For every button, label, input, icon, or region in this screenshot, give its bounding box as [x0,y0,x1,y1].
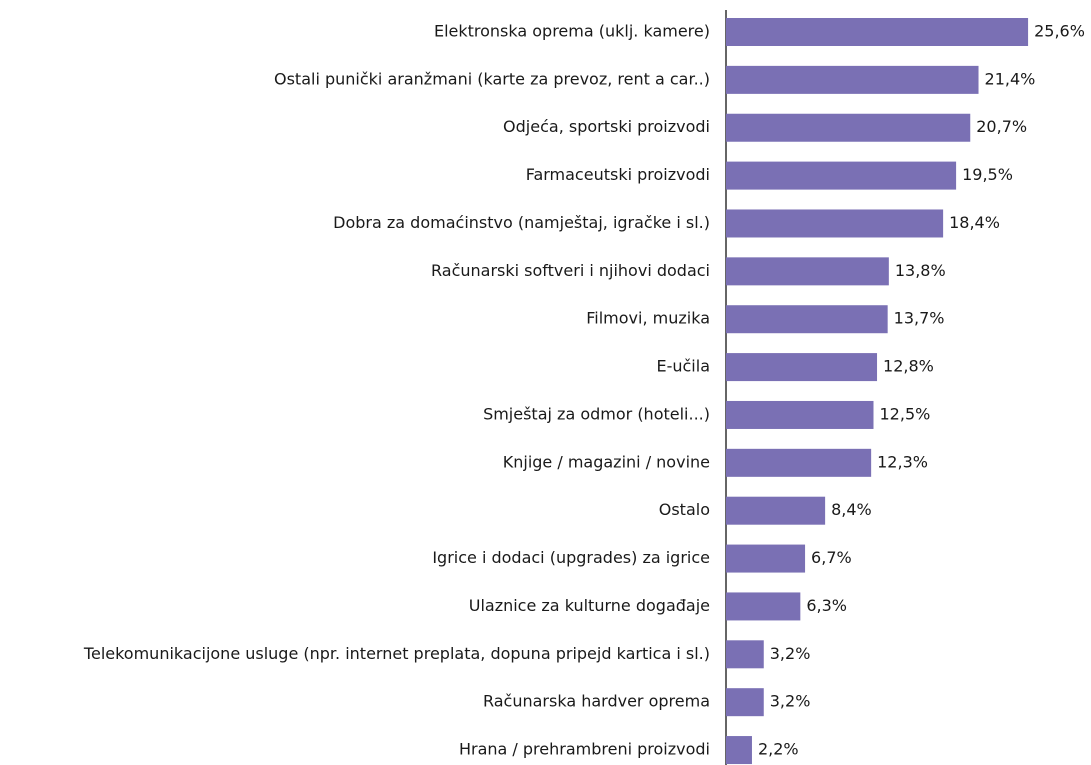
category-label: Hrana / prehrambreni proizvodi [459,740,710,759]
category-label: Telekomunikacijone usluge (npr. internet… [83,644,710,663]
value-label: 13,7% [894,309,945,328]
value-label: 6,3% [806,596,847,615]
value-label: 21,4% [985,69,1036,88]
bar [726,65,979,94]
bar [726,113,971,142]
bar [726,353,878,382]
bar [726,305,888,334]
value-label: 25,6% [1034,22,1085,41]
value-label: 12,8% [883,357,934,376]
category-label: Knjige / magazini / novine [503,452,710,471]
bar [726,400,874,429]
value-label: 12,5% [880,404,931,423]
bar [726,257,889,286]
value-label: 19,5% [962,165,1013,184]
category-label: Farmaceutski proizvodi [526,165,710,184]
value-label: 8,4% [831,500,872,519]
category-label: Elektronska oprema (uklj. kamere) [434,22,710,41]
category-label: Filmovi, muzika [586,309,710,328]
category-label: Dobra za domaćinstvo (namještaj, igračke… [333,213,710,232]
category-label: Računarska hardver oprema [483,692,710,711]
bar [726,209,944,238]
value-label: 6,7% [811,548,852,567]
category-label: E-učila [656,357,710,376]
category-label: Odjeća, sportski proizvodi [503,117,710,136]
category-label: Igrice i dodaci (upgrades) za igrice [432,548,710,567]
value-label: 2,2% [758,740,799,759]
bar [726,736,752,765]
bar [726,640,764,669]
value-label: 3,2% [770,692,811,711]
value-label: 12,3% [877,452,928,471]
bar [726,496,826,525]
bar [726,161,957,190]
category-label: Smještaj za odmor (hoteli...) [483,404,710,423]
value-label: 3,2% [770,644,811,663]
value-label: 13,8% [895,261,946,280]
bar [726,544,806,573]
value-label: 20,7% [976,117,1027,136]
bar [726,18,1029,46]
bar [726,592,801,621]
category-label: Ostalo [659,500,710,519]
category-label: Računarski softveri i njihovi dodaci [431,261,710,280]
category-label: Ostali punički aranžmani (karte za prevo… [274,69,710,88]
category-label: Ulaznice za kulturne događaje [469,596,710,615]
bar [726,688,764,717]
bar [726,448,872,477]
value-label: 18,4% [949,213,1000,232]
